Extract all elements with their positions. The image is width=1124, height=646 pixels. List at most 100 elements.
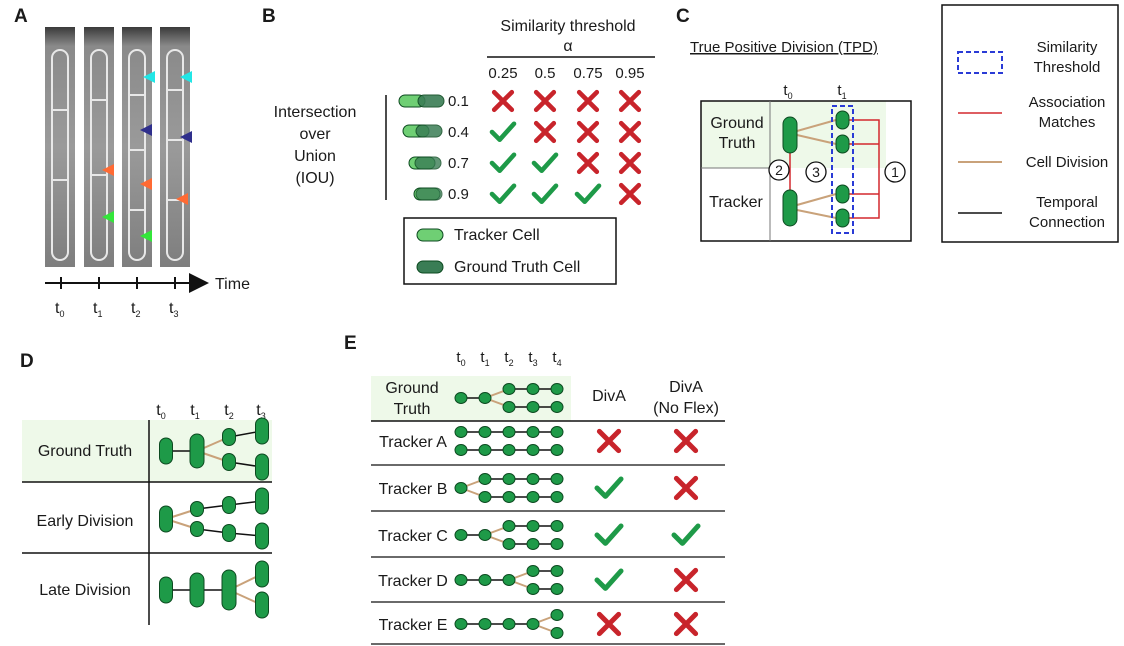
step-number-3-label: 3 <box>812 164 820 180</box>
cell <box>478 618 492 630</box>
tracker-name: Tracker B <box>379 481 448 498</box>
tracker-name: Tracker E <box>379 617 448 634</box>
cyan-arrow-icon <box>180 71 192 83</box>
cell <box>454 618 468 630</box>
time-label: Time <box>215 276 250 293</box>
cell <box>782 189 798 227</box>
cell <box>159 437 173 465</box>
cell <box>502 426 516 438</box>
cyan-arrow-icon <box>143 71 155 83</box>
cell <box>478 426 492 438</box>
row-label-ground-truth: Ground Truth <box>38 443 132 460</box>
cell <box>526 538 540 550</box>
tracker-name: Tracker C <box>378 528 448 545</box>
cross-icon <box>618 89 642 113</box>
step-number-3 <box>805 161 827 183</box>
iou-0-1-icon <box>398 94 445 108</box>
orange-arrow-icon <box>176 193 188 205</box>
cell <box>189 433 205 469</box>
iou-title: Intersection <box>274 104 357 121</box>
cell <box>502 574 516 586</box>
iou-value: 0.4 <box>448 124 469 141</box>
tick-label: t2 <box>224 402 233 421</box>
check-icon <box>594 568 624 591</box>
table-row: Tracker B <box>371 473 725 512</box>
cell <box>190 501 204 517</box>
tpd-ground-truth-label: Ground <box>710 115 763 132</box>
cell <box>255 591 269 619</box>
cell <box>159 505 173 533</box>
alpha-label: 0.5 <box>535 65 556 82</box>
check-icon <box>671 523 701 546</box>
cell <box>478 529 492 541</box>
green-arrow-icon <box>140 230 152 242</box>
cell <box>502 538 516 550</box>
cell <box>782 116 798 154</box>
legend-similarity-threshold: Similarity <box>1037 39 1098 56</box>
iou-0-7-icon <box>408 156 442 170</box>
cell <box>835 134 850 154</box>
cell <box>255 417 269 445</box>
table-row: Tracker C <box>371 520 725 558</box>
cell <box>189 572 205 608</box>
check-icon <box>489 121 517 143</box>
cell <box>502 520 516 532</box>
cell <box>454 444 468 456</box>
cell <box>454 426 468 438</box>
tpd-tracker-label: Tracker <box>709 194 763 211</box>
table-row: Tracker E <box>379 609 699 639</box>
cross-icon <box>618 182 642 206</box>
step-number-1 <box>884 161 906 183</box>
tick-label: t1 <box>480 349 489 368</box>
tpd-t1: t1 <box>837 82 846 101</box>
panel-b-label: B <box>262 6 276 27</box>
iou-value: 0.7 <box>448 155 469 172</box>
panel-c-legend: Similarity Threshold Association Matches… <box>941 4 1119 243</box>
tpd-title: True Positive Division (TPD) <box>690 39 878 56</box>
cell <box>835 184 850 204</box>
cell <box>550 426 564 438</box>
time-axis-ticks <box>60 277 176 289</box>
tick-label: t0 <box>156 402 165 421</box>
cell <box>526 473 540 485</box>
division-line <box>796 134 837 145</box>
check-icon <box>594 476 624 499</box>
legend-cell-division: Cell Division <box>1026 154 1109 171</box>
division-line <box>796 119 837 132</box>
cell <box>255 522 269 550</box>
tick-label: t0 <box>55 300 64 319</box>
cell <box>835 110 850 130</box>
cell <box>159 576 173 604</box>
legend-tracker-cell: Tracker Cell <box>454 227 540 244</box>
cell <box>478 491 492 503</box>
legend-similarity-threshold: Threshold <box>1034 59 1101 76</box>
cell <box>454 392 468 404</box>
panel-e: E t0 t1 t2 t3 t4 Ground Truth DivA DivA … <box>344 333 725 645</box>
legend-association-matches: Matches <box>1039 114 1096 131</box>
cell <box>526 583 540 595</box>
iou-title: (IOU) <box>295 170 334 187</box>
iou-overlap-icons <box>398 94 445 201</box>
similarity-threshold-title: Similarity threshold <box>500 18 635 35</box>
tick-label: t3 <box>528 349 537 368</box>
cross-icon <box>673 567 699 593</box>
cell <box>550 520 564 532</box>
cell <box>222 496 236 514</box>
cell <box>550 538 564 550</box>
panel-b: B Similarity threshold α 0.25 0.5 0.75 0… <box>262 6 655 285</box>
cell <box>526 520 540 532</box>
legend-association-matches: Association <box>1029 94 1106 111</box>
microscopy-strip-t1 <box>84 27 114 267</box>
cell <box>526 565 540 577</box>
cross-icon <box>673 611 699 637</box>
tracker-cell-swatch <box>416 228 444 242</box>
cross-icon <box>533 89 557 113</box>
iou-title: Union <box>294 148 336 165</box>
tick-label: t2 <box>131 300 140 319</box>
cell <box>526 491 540 503</box>
lineage-diagrams <box>159 417 269 619</box>
tracker-name: Tracker A <box>379 434 447 451</box>
iou-title: over <box>299 126 331 143</box>
row-label-early-division: Early Division <box>37 513 134 530</box>
iou-value: 0.9 <box>448 186 469 203</box>
